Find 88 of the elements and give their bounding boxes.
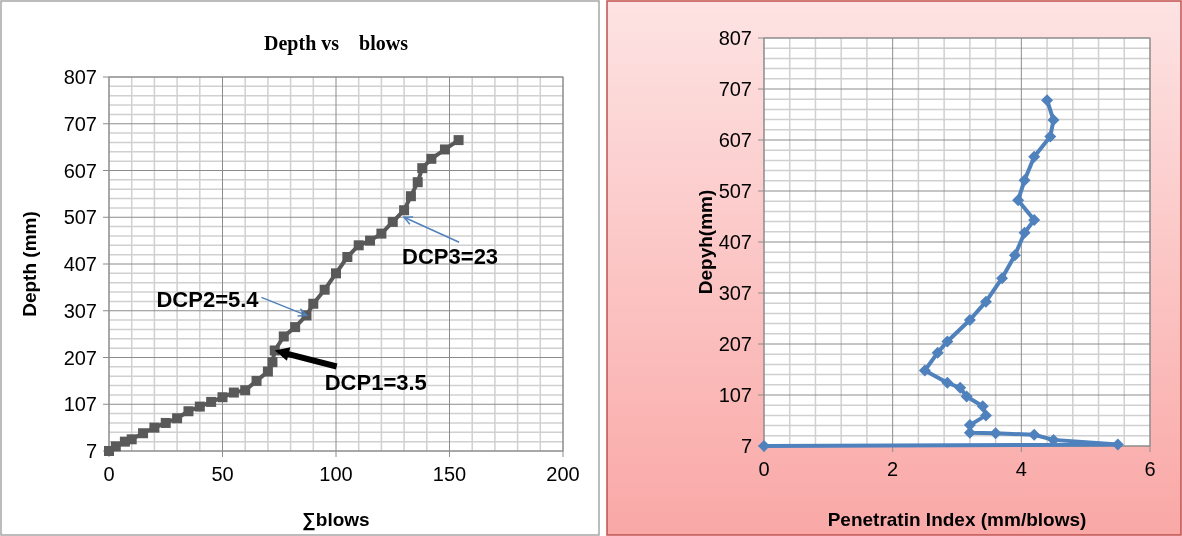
x-tick-label: 100 xyxy=(319,463,353,485)
point xyxy=(240,385,251,396)
point xyxy=(267,357,278,368)
y-tick-label: 207 xyxy=(63,346,97,369)
point xyxy=(918,364,931,377)
point xyxy=(931,346,944,359)
point xyxy=(979,409,992,422)
point xyxy=(217,392,228,403)
point xyxy=(1028,214,1041,227)
point xyxy=(960,390,973,403)
point xyxy=(262,366,273,377)
point xyxy=(1044,130,1057,143)
point xyxy=(1012,194,1025,207)
point xyxy=(183,406,194,417)
x-tick-label: 50 xyxy=(211,463,234,485)
x-tick-label: 150 xyxy=(432,463,467,485)
point xyxy=(126,434,137,445)
point xyxy=(453,135,464,146)
y-tick-label: 507 xyxy=(63,206,97,229)
point xyxy=(160,417,171,428)
point xyxy=(376,228,387,239)
annotation: DCP1=3.5 xyxy=(324,370,427,396)
point xyxy=(172,413,183,424)
point xyxy=(331,268,341,279)
point xyxy=(405,191,416,202)
y-tick-label: 607 xyxy=(718,129,752,151)
point xyxy=(308,298,319,309)
point xyxy=(417,163,428,174)
x-tick-label: 0 xyxy=(103,463,115,485)
point xyxy=(251,375,262,386)
y-tick-label: 7 xyxy=(740,435,752,457)
point xyxy=(353,240,364,251)
point xyxy=(941,376,954,389)
y-tick-label: 207 xyxy=(718,333,752,355)
point xyxy=(387,216,398,227)
chart-title: Depth vs blows xyxy=(264,32,409,55)
x-axis-title: Penetratin Index (mm/blows) xyxy=(827,509,1087,530)
point xyxy=(426,153,437,164)
point xyxy=(365,235,376,246)
point xyxy=(439,144,450,155)
point xyxy=(1047,114,1060,127)
point xyxy=(149,422,160,433)
x-tick-label: 4 xyxy=(1015,458,1027,480)
y-tick-label: 407 xyxy=(718,231,752,253)
point xyxy=(1008,249,1021,262)
y-tick-label: 607 xyxy=(63,159,97,182)
point xyxy=(996,272,1009,285)
annotation: DCP2=5.4 xyxy=(156,287,260,313)
point xyxy=(1018,174,1031,187)
x-tick-label: 6 xyxy=(1144,458,1156,480)
x-tick-label: 2 xyxy=(887,458,899,480)
y-tick-label: 707 xyxy=(718,78,752,100)
y-axis-title: Depth (mm) xyxy=(19,211,40,317)
y-tick-label: 807 xyxy=(63,66,97,88)
point xyxy=(1028,150,1041,163)
x-tick-label: 0 xyxy=(758,458,770,480)
y-tick-label: 707 xyxy=(63,112,97,135)
point xyxy=(963,314,976,327)
point xyxy=(976,400,989,413)
point xyxy=(319,284,330,295)
point xyxy=(278,331,289,342)
y-tick-label: 307 xyxy=(718,282,752,304)
y-axis-title: Depyh(mm) xyxy=(695,189,716,295)
y-tick-label: 107 xyxy=(63,393,97,416)
point xyxy=(954,381,967,394)
point xyxy=(342,251,353,262)
point xyxy=(138,428,149,439)
y-tick-label: 507 xyxy=(718,180,752,202)
point xyxy=(206,396,217,407)
y-tick-label: 807 xyxy=(718,27,752,49)
y-tick-label: 407 xyxy=(63,253,97,275)
point xyxy=(194,401,205,412)
point xyxy=(1018,226,1031,239)
y-tick-label: 307 xyxy=(63,299,97,322)
y-tick-label: 107 xyxy=(718,384,752,406)
x-axis-title: ∑blows xyxy=(302,509,370,531)
point xyxy=(941,335,954,348)
point xyxy=(1028,428,1041,441)
point xyxy=(290,322,301,333)
x-tick-label: 200 xyxy=(546,463,580,485)
y-tick-label: 7 xyxy=(85,440,97,462)
point xyxy=(110,441,121,452)
point xyxy=(979,295,992,308)
annotation: DCP3=23 xyxy=(402,244,499,270)
point xyxy=(1041,94,1054,107)
point xyxy=(399,205,410,216)
point xyxy=(412,177,423,188)
point xyxy=(228,387,239,398)
